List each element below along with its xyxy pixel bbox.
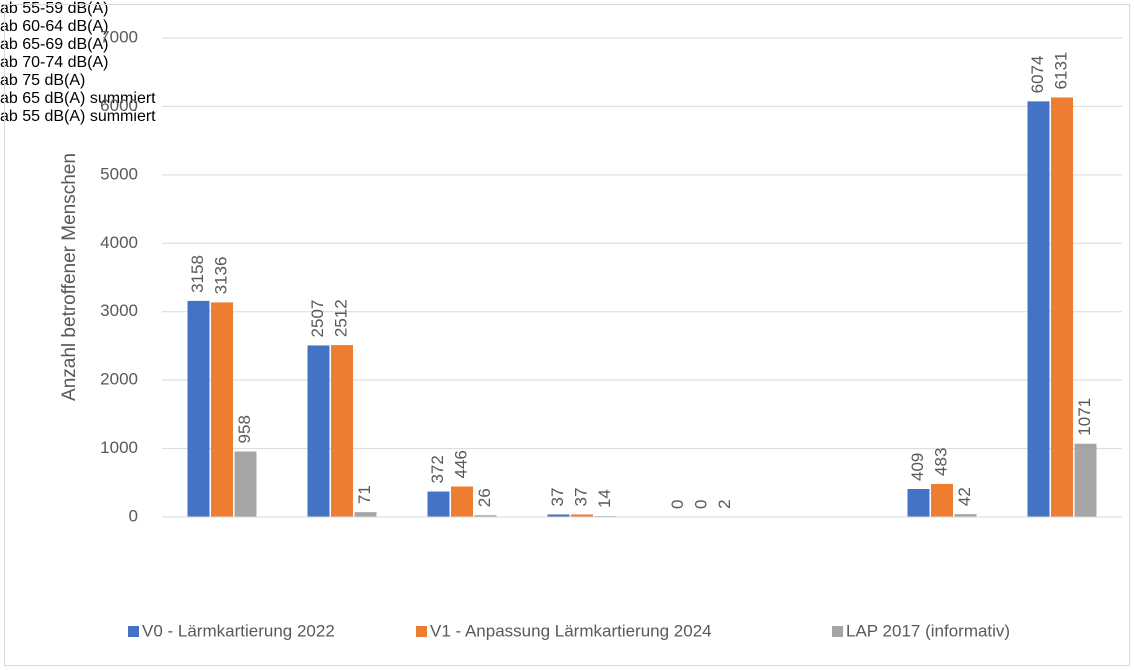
legend-swatch <box>128 626 139 637</box>
value-label: 71 <box>355 485 374 504</box>
y-tick-label: 4000 <box>100 233 138 252</box>
legend-swatch <box>416 626 427 637</box>
value-label: 2512 <box>331 299 350 337</box>
value-label: 372 <box>428 455 447 483</box>
legend-label: LAP 2017 (informativ) <box>846 621 1010 640</box>
y-tick-label: 6000 <box>100 96 138 115</box>
bar <box>931 483 953 517</box>
value-label: 958 <box>235 415 254 443</box>
value-label: 37 <box>548 488 567 507</box>
value-label: 0 <box>691 500 710 509</box>
bar <box>1051 97 1073 518</box>
bar <box>954 514 977 517</box>
value-label: 3136 <box>211 257 230 295</box>
bar <box>547 514 570 517</box>
bar <box>354 512 377 517</box>
value-label: 409 <box>908 453 927 481</box>
bar <box>427 491 450 517</box>
x-tick-label: ab 75 dB(A) <box>0 72 86 89</box>
bar <box>234 451 257 517</box>
x-tick-label: ab 65-69 dB(A) <box>0 36 109 53</box>
y-tick-label: 3000 <box>100 301 138 320</box>
bar <box>907 489 930 517</box>
x-tick-label: ab 60-64 dB(A) <box>0 18 109 35</box>
chart-frame <box>4 4 1130 666</box>
y-tick-label: 7000 <box>100 27 138 46</box>
bar <box>211 302 233 517</box>
value-label: 26 <box>475 488 494 507</box>
y-tick-label: 0 <box>129 506 138 525</box>
x-tick-label: ab 70-74 dB(A) <box>0 54 109 71</box>
bar <box>451 486 473 517</box>
value-label: 446 <box>451 450 470 478</box>
y-tick-label: 1000 <box>100 438 138 457</box>
bar <box>187 300 210 517</box>
legend-label: V0 - Lärmkartierung 2022 <box>142 621 335 640</box>
x-tick-label: ab 55 dB(A) summiert <box>0 108 156 125</box>
value-label: 42 <box>955 487 974 506</box>
y-axis-title: Anzahl betroffener Menschen <box>59 153 80 401</box>
bar <box>571 514 593 517</box>
y-tick-label: 5000 <box>100 164 138 183</box>
x-tick-label: ab 65 dB(A) summiert <box>0 90 156 107</box>
bar <box>1027 101 1050 517</box>
legend-swatch <box>832 626 843 637</box>
value-label: 483 <box>931 448 950 476</box>
legend-label: V1 - Anpassung Lärmkartierung 2024 <box>430 621 712 640</box>
bar <box>331 345 353 517</box>
value-label: 3158 <box>188 255 207 293</box>
bar <box>474 515 497 517</box>
y-tick-label: 2000 <box>100 370 138 389</box>
bar <box>1074 443 1097 517</box>
value-label: 2507 <box>308 300 327 338</box>
value-label: 0 <box>668 500 687 509</box>
value-label: 1071 <box>1075 398 1094 436</box>
value-label: 6131 <box>1051 52 1070 90</box>
value-label: 2 <box>715 499 734 508</box>
value-label: 37 <box>571 488 590 507</box>
value-label: 6074 <box>1028 56 1047 94</box>
bar <box>307 345 330 517</box>
value-label: 14 <box>595 489 614 508</box>
